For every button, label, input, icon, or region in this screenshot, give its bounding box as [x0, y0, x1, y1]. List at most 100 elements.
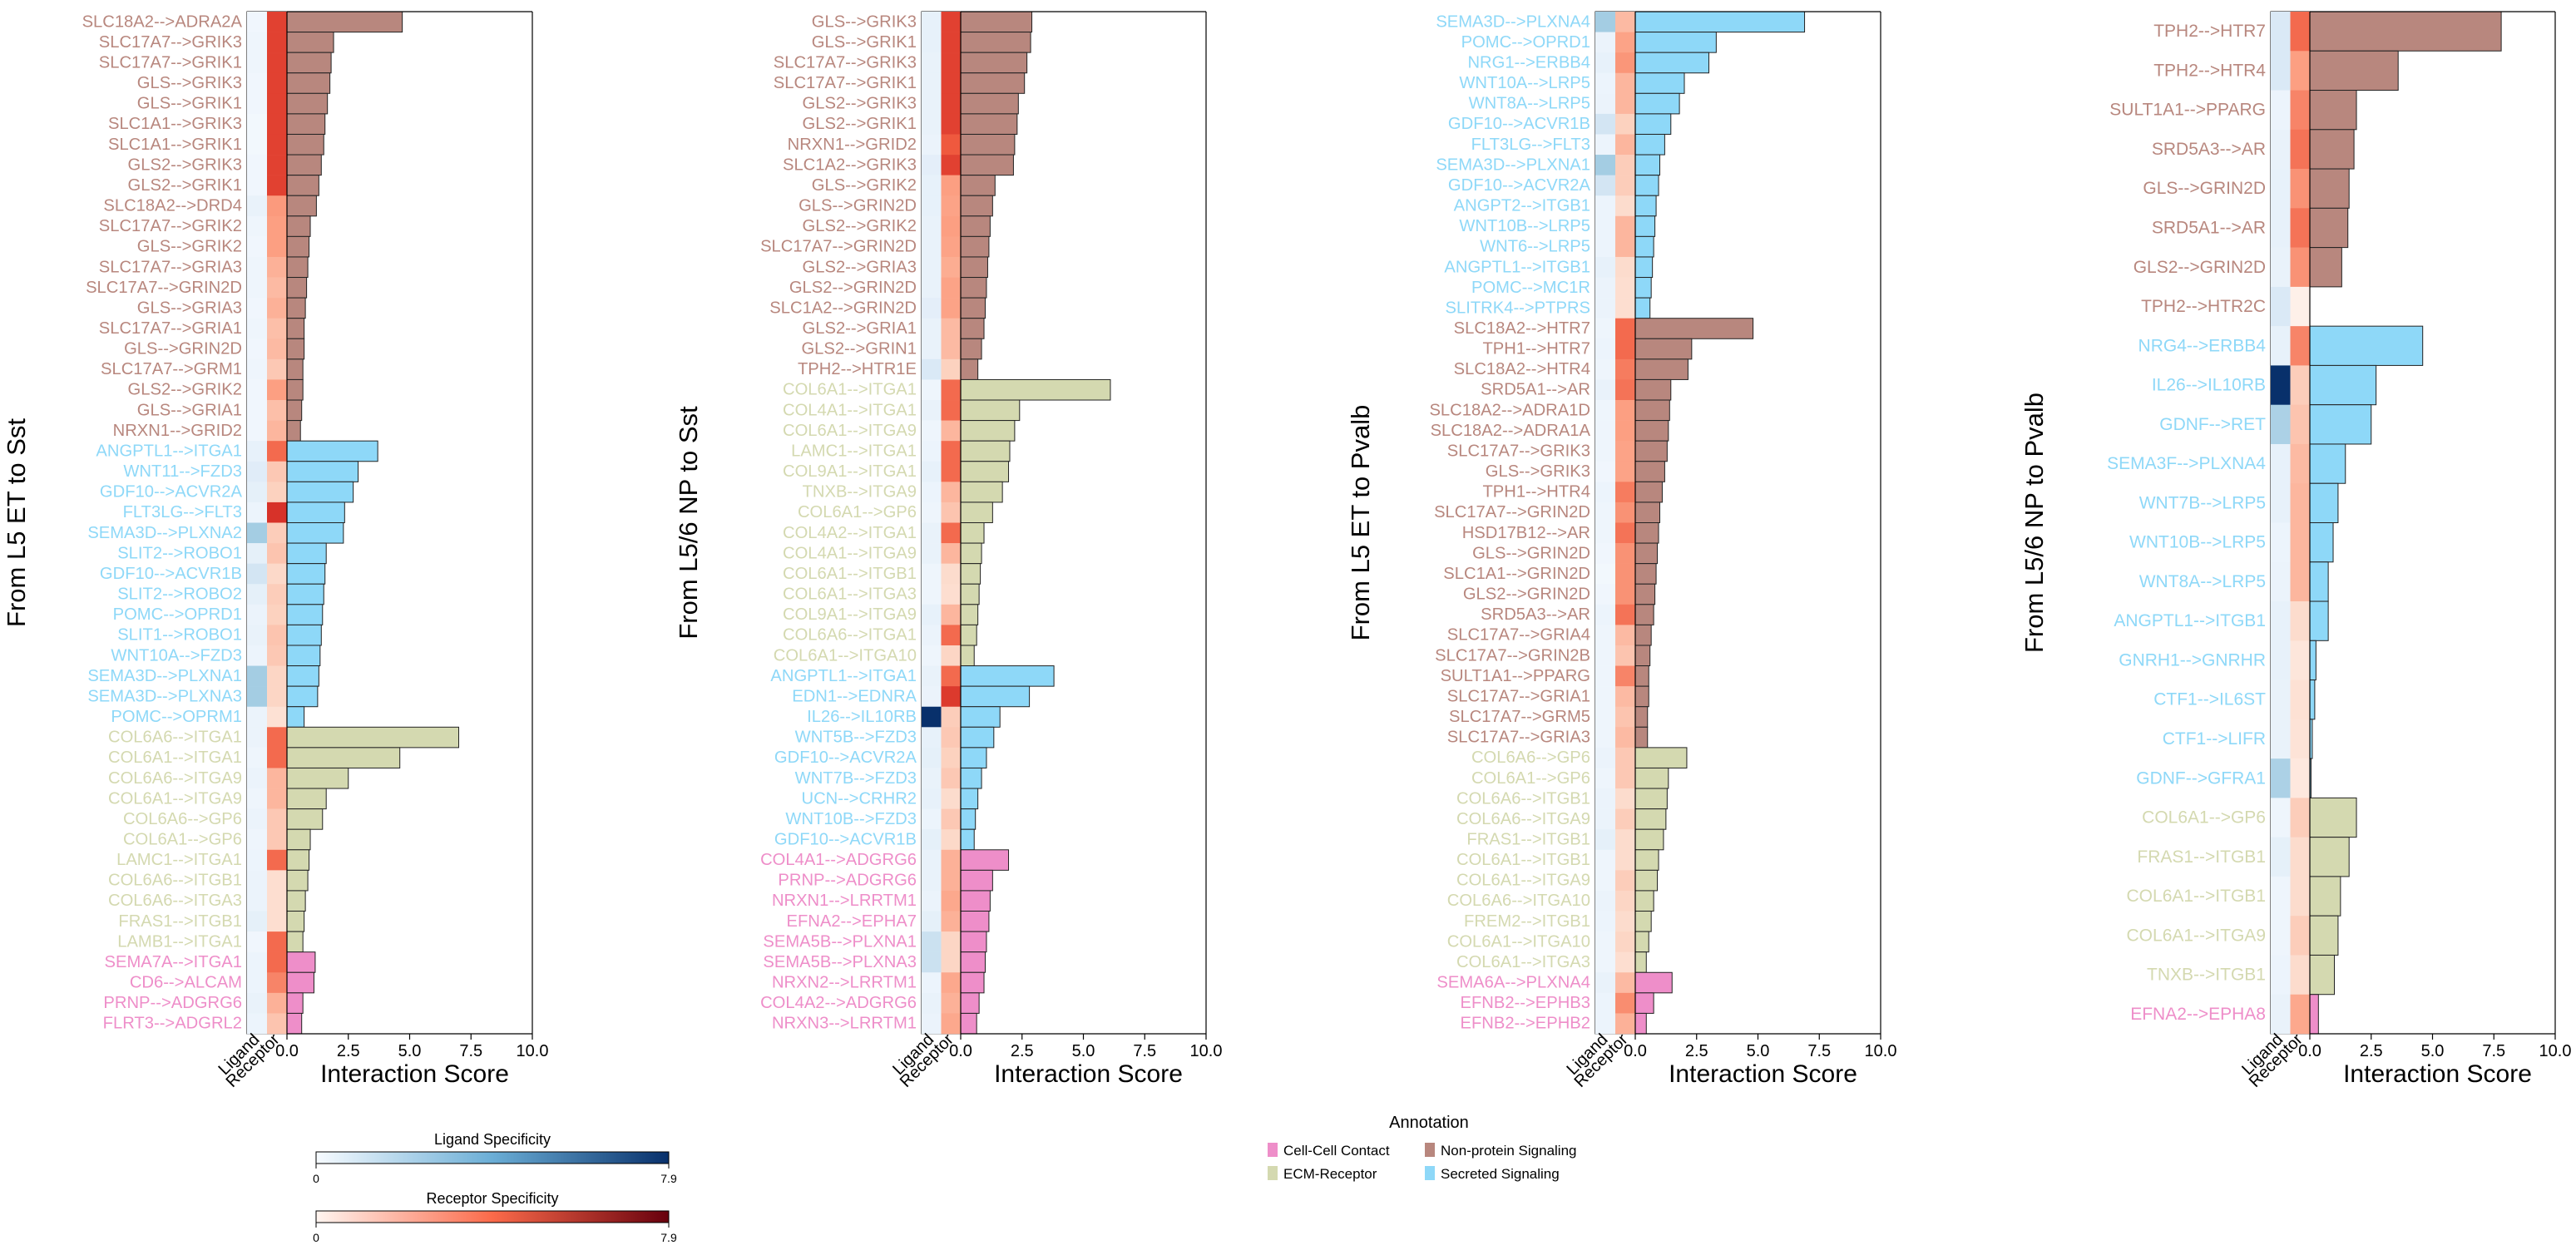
bar: [1634, 113, 1672, 135]
ligand-specificity-cell: [922, 992, 942, 1014]
row-label: SLC18A2-->ADRA1A: [1431, 422, 1591, 440]
bar: [2309, 364, 2377, 406]
receptor-specificity-cell: [1615, 808, 1635, 830]
row-label: WNT6-->LRP5: [1480, 238, 1590, 256]
row-label: FLT3LG-->FLT3: [1471, 136, 1590, 154]
receptor-specificity-cell: [941, 195, 961, 217]
ligand-specificity-cell: [1595, 829, 1615, 851]
row-label: SLIT1-->ROBO1: [117, 626, 242, 645]
receptor-specificity-cell: [1615, 175, 1635, 196]
receptor-specificity-cell: [267, 318, 287, 339]
row-label: NRXN3-->LRRTM1: [772, 1015, 917, 1033]
ligand-colorbar-title: Ligand Specificity: [434, 1131, 551, 1148]
row-label: GLS2-->GRIN2D: [789, 279, 917, 297]
receptor-specificity-cell: [267, 236, 287, 258]
ligand-specificity-cell: [2271, 208, 2291, 248]
row-label: SLC17A7-->GRM5: [1449, 708, 1590, 726]
receptor-specificity-cell: [941, 808, 961, 830]
bar: [1634, 542, 1659, 565]
ligand-specificity-cell: [247, 788, 267, 809]
ligand-specificity-cell: [2271, 169, 2291, 209]
receptor-specificity-cell: [941, 911, 961, 932]
receptor-specificity-cell: [2290, 719, 2310, 759]
bar: [1634, 788, 1668, 810]
receptor-specificity-cell: [941, 604, 961, 625]
ligand-specificity-cell: [1595, 502, 1615, 523]
row-label: EFNA2-->EPHA8: [2130, 1005, 2266, 1024]
row-label: TNXB-->ITGA9: [803, 483, 917, 502]
ligand-specificity-cell: [2271, 679, 2291, 720]
bar: [960, 726, 995, 749]
bar: [1634, 481, 1663, 503]
row-label: GLS-->GRIK2: [137, 238, 242, 256]
row-label: GLS-->GRIN2D: [1472, 544, 1590, 562]
row-label: GLS-->GRIN2D: [124, 340, 242, 358]
bar: [286, 706, 305, 728]
receptor-specificity-cell: [941, 215, 961, 237]
receptor-specificity-cell: [941, 1013, 961, 1035]
row-label: SLC17A7-->GRIK3: [99, 33, 242, 52]
row-label: SEMA3D-->PLXNA4: [1436, 12, 1590, 31]
bar: [1634, 767, 1669, 789]
ligand-specificity-cell: [1595, 461, 1615, 482]
row-label: COL6A6-->ITGA3: [108, 892, 242, 910]
ligand-specificity-cell: [1595, 52, 1615, 74]
receptor-specificity-cell: [941, 113, 961, 135]
receptor-specificity-cell: [941, 400, 961, 421]
bar: [960, 378, 1111, 401]
ligand-specificity-cell: [922, 951, 942, 973]
bar: [1634, 706, 1649, 728]
row-label: COL6A1-->ITGA3: [1456, 953, 1590, 971]
receptor-specificity-cell: [2290, 247, 2310, 288]
bar: [1634, 256, 1654, 279]
ligand-specificity-cell: [2271, 876, 2291, 917]
bar: [1634, 890, 1654, 912]
receptor-specificity-cell: [267, 12, 287, 32]
ligand-specificity-cell: [1595, 788, 1615, 809]
ligand-specificity-cell: [922, 645, 942, 666]
x-tick-label: 2.5: [1011, 1042, 1034, 1060]
row-label: SLC17A7-->GRIK2: [99, 217, 242, 235]
receptor-specificity-cell: [941, 625, 961, 646]
x-tick-label: 5.0: [2421, 1042, 2445, 1060]
receptor-specificity-cell: [1615, 52, 1635, 74]
row-label: GLS2-->GRIK1: [128, 176, 242, 195]
bar: [1634, 685, 1649, 708]
receptor-specificity-cell: [941, 768, 961, 789]
row-label: FLRT3-->ADGRL2: [103, 1015, 242, 1033]
bar: [1634, 297, 1651, 319]
bar: [1634, 665, 1649, 687]
bar: [2309, 129, 2355, 170]
ligand-colorbar-max: 7.9: [660, 1172, 677, 1185]
bar: [286, 195, 317, 217]
row-label: GLS-->GRIK2: [812, 176, 917, 195]
bar: [960, 399, 1021, 422]
row-label: GLS-->GRIA3: [137, 299, 242, 317]
receptor-specificity-cell: [2290, 876, 2310, 917]
ligand-specificity-cell: [922, 12, 942, 32]
ligand-specificity-cell: [1595, 236, 1615, 258]
row-label: SLC1A2-->GRIK3: [783, 156, 917, 174]
bar: [2309, 11, 2502, 52]
bar: [1634, 828, 1664, 851]
receptor-specificity-cell: [941, 420, 961, 442]
bar: [960, 971, 985, 994]
ligand-specificity-cell: [922, 338, 942, 360]
row-label: SEMA3D-->PLXNA3: [87, 687, 242, 705]
legend-swatch-ecm-receptor: [1268, 1166, 1278, 1180]
receptor-specificity-cell: [267, 482, 287, 503]
row-label: NRXN2-->LRRTM1: [772, 974, 917, 992]
receptor-specificity-cell: [941, 951, 961, 973]
row-label: EFNA2-->EPHA7: [786, 912, 917, 931]
legend-label-secreted-signaling: Secreted Signaling: [1441, 1166, 1560, 1182]
row-label: COL6A1-->ITGA1: [108, 749, 242, 767]
receptor-specificity-cell: [941, 318, 961, 339]
row-label: WNT5B-->FZD3: [795, 729, 917, 747]
row-label: COL6A6-->ITGA1: [783, 626, 917, 645]
bar: [1634, 726, 1649, 749]
ligand-specificity-cell: [2271, 404, 2291, 445]
x-axis-label: Interaction Score: [2343, 1060, 2532, 1088]
bar: [960, 318, 985, 339]
receptor-specificity-cell: [2290, 326, 2310, 366]
